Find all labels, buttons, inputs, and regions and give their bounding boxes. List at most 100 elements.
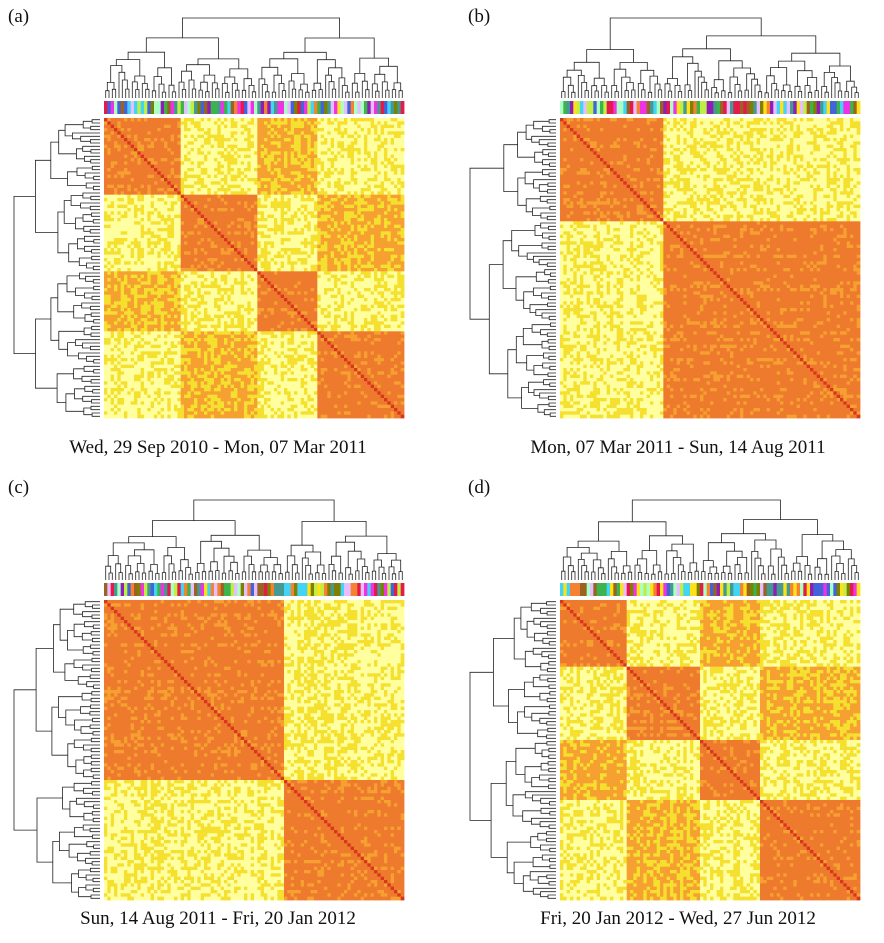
heatmap-cell <box>247 244 252 249</box>
heatmap-cell <box>280 204 285 209</box>
heatmap-cell <box>257 281 262 286</box>
heatmap-cell <box>177 214 182 219</box>
heatmap-cell <box>260 224 265 229</box>
heatmap-cell <box>167 188 172 192</box>
heatmap-cell <box>204 274 208 279</box>
heatmap-cell <box>247 194 252 199</box>
heatmap-cell <box>150 218 155 222</box>
heatmap-cell <box>137 124 142 129</box>
heatmap-cell <box>304 244 308 249</box>
heatmap-cell <box>400 291 405 296</box>
heatmap-cell <box>310 134 315 139</box>
heatmap-cell <box>137 194 142 199</box>
heatmap-cell <box>214 261 218 266</box>
heatmap-cell <box>337 138 342 142</box>
heatmap-cell <box>287 271 292 276</box>
heatmap-cell <box>217 248 222 252</box>
heatmap-cell <box>330 198 335 202</box>
heatmap-cell <box>300 161 305 166</box>
heatmap-cell <box>187 141 192 146</box>
heatmap-cell <box>247 141 252 146</box>
heatmap-cell <box>207 174 212 179</box>
heatmap-cell <box>370 264 375 269</box>
heatmap-cell <box>184 174 188 179</box>
heatmap-cell <box>130 254 135 259</box>
heatmap-cell <box>140 171 145 176</box>
heatmap-cell <box>337 211 342 216</box>
heatmap-cell <box>117 138 122 142</box>
heatmap-cell <box>247 144 252 149</box>
heatmap-cell <box>114 141 118 146</box>
heatmap-cell <box>250 158 255 162</box>
heatmap-cell <box>167 264 172 269</box>
heatmap-cell <box>260 288 265 292</box>
heatmap-cell <box>267 261 272 266</box>
heatmap-cell <box>347 214 352 219</box>
heatmap-cell <box>204 234 208 239</box>
heatmap-cell <box>274 178 278 182</box>
heatmap-cell <box>344 284 348 289</box>
heatmap-cell <box>344 171 348 176</box>
heatmap-cell <box>357 174 362 179</box>
heatmap-cell <box>180 184 185 189</box>
heatmap-cell <box>117 254 122 259</box>
heatmap-cell <box>174 214 178 219</box>
heatmap-cell <box>370 218 375 222</box>
heatmap-cell <box>364 131 368 136</box>
heatmap-cell <box>234 234 238 239</box>
heatmap-cell <box>187 301 192 306</box>
heatmap-cell <box>104 198 108 202</box>
heatmap-cell <box>280 268 285 272</box>
heatmap-cell <box>400 118 405 122</box>
heatmap-cell <box>234 168 238 172</box>
heatmap-cell <box>190 171 195 176</box>
heatmap-cell <box>127 131 132 136</box>
heatmap-cell <box>174 201 178 206</box>
heatmap-cell <box>340 138 345 142</box>
heatmap-cell <box>177 198 182 202</box>
heatmap-cell <box>224 161 228 166</box>
heatmap-cell <box>357 188 362 192</box>
heatmap-cell <box>127 201 132 206</box>
heatmap-cell <box>220 281 225 286</box>
heatmap-cell <box>290 291 295 296</box>
heatmap-cell <box>224 174 228 179</box>
heatmap-cell <box>300 188 305 192</box>
heatmap-cell <box>337 241 342 246</box>
heatmap-cell <box>214 238 218 242</box>
heatmap-cell <box>247 148 252 152</box>
heatmap-cell <box>337 224 342 229</box>
heatmap-cell <box>290 118 295 122</box>
heatmap-cell <box>194 218 198 222</box>
heatmap-cell <box>164 291 168 296</box>
heatmap-cell <box>300 271 305 276</box>
heatmap-cell <box>290 121 295 126</box>
heatmap-cell <box>310 278 315 282</box>
heatmap-cell <box>327 294 332 299</box>
heatmap-cell <box>400 278 405 282</box>
heatmap-cell <box>194 194 198 199</box>
heatmap-cell <box>384 128 388 132</box>
heatmap-cell <box>314 138 318 142</box>
heatmap-cell <box>327 228 332 232</box>
heatmap-cell <box>227 231 232 236</box>
heatmap-cell <box>294 221 298 226</box>
heatmap-cell <box>257 194 262 199</box>
heatmap-cell <box>214 244 218 249</box>
heatmap-cell <box>244 224 248 229</box>
heatmap-cell <box>400 241 405 246</box>
heatmap-cell <box>154 218 158 222</box>
heatmap-cell <box>137 268 142 272</box>
heatmap-cell <box>317 291 322 296</box>
heatmap-cell <box>144 228 148 232</box>
heatmap-cell <box>204 204 208 209</box>
heatmap-cell <box>270 274 275 279</box>
heatmap-cell <box>337 168 342 172</box>
heatmap-cell <box>304 231 308 236</box>
heatmap-cell <box>310 178 315 182</box>
heatmap-cell <box>240 224 245 229</box>
heatmap-cell <box>280 291 285 296</box>
heatmap-cell <box>224 184 228 189</box>
heatmap-cell <box>354 231 358 236</box>
heatmap-cell <box>224 171 228 176</box>
